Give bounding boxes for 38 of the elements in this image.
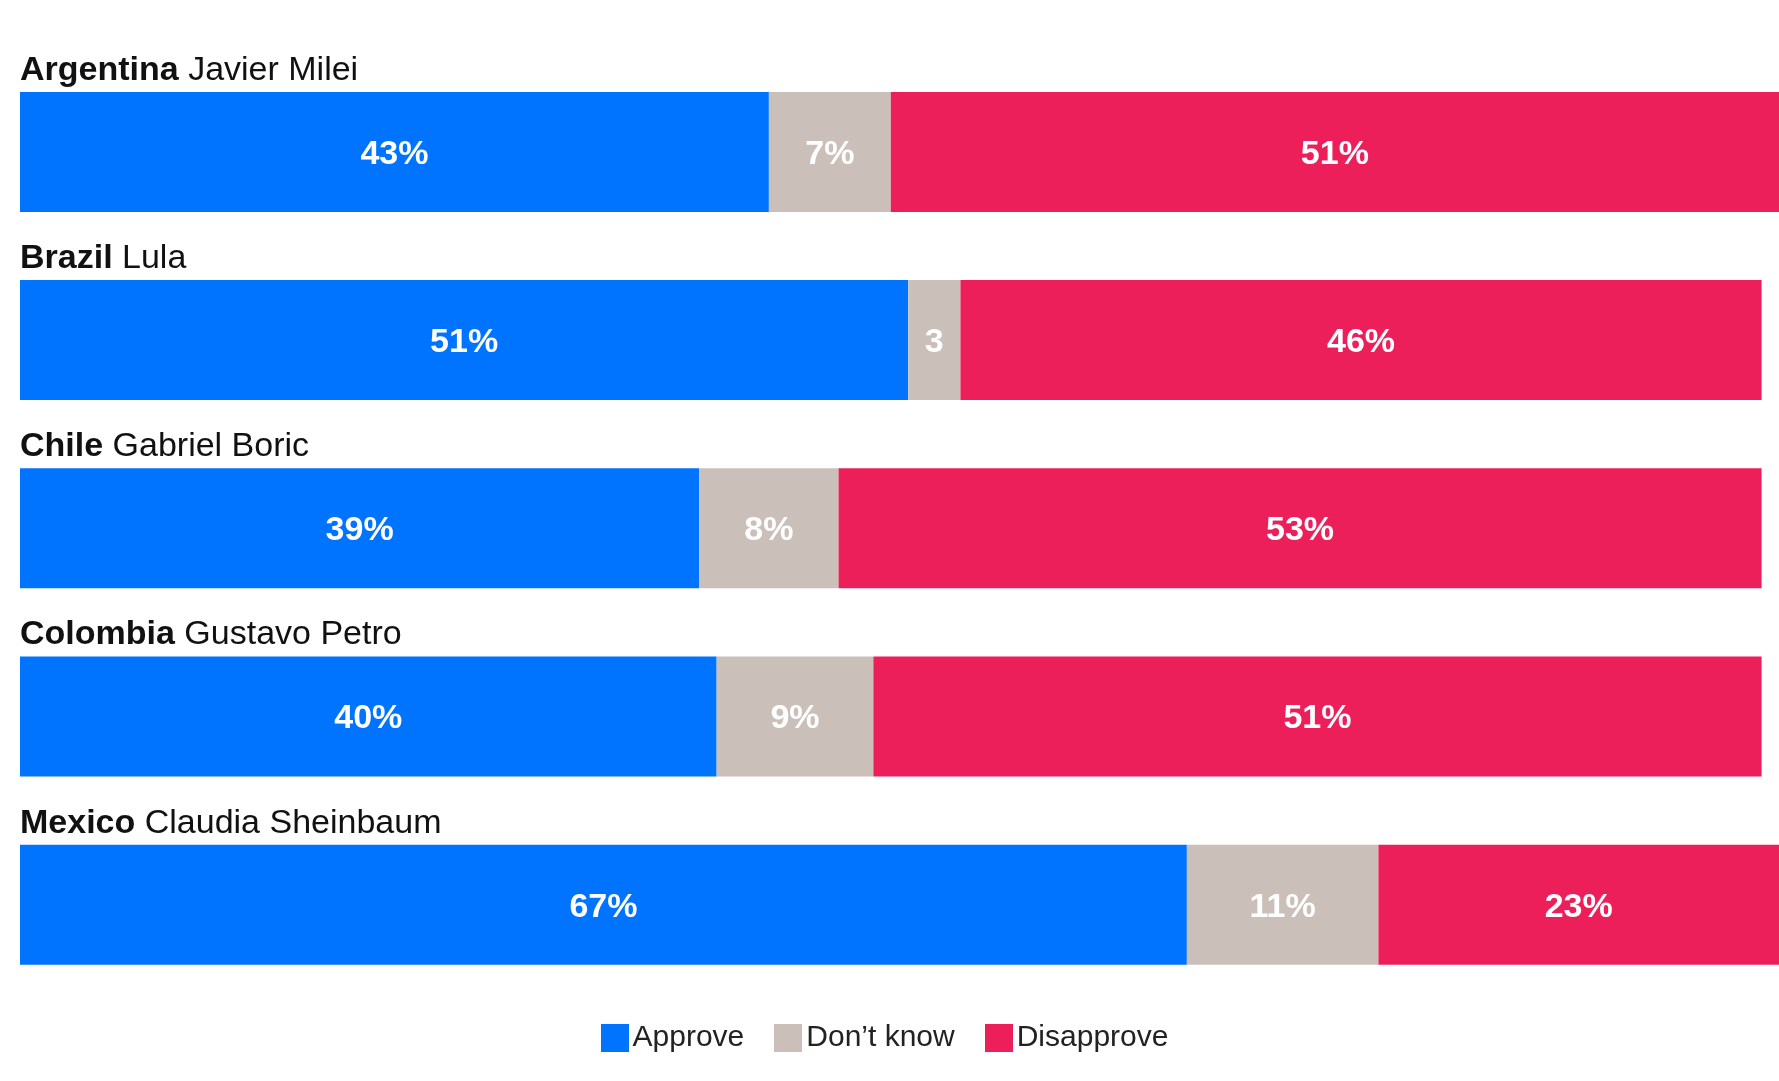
y-tick-label: Brazil Lula bbox=[20, 237, 187, 276]
bar bbox=[838, 468, 1762, 589]
bar bbox=[890, 91, 1779, 212]
bar bbox=[960, 280, 1762, 401]
data-label: 8% bbox=[744, 509, 794, 548]
bar bbox=[20, 656, 717, 777]
bar bbox=[20, 844, 1187, 965]
y-tick-label: Colombia Gustavo Petro bbox=[20, 613, 402, 652]
bar bbox=[20, 468, 700, 589]
data-label: 67% bbox=[569, 885, 638, 924]
bar bbox=[20, 280, 909, 401]
data-label: 51% bbox=[1300, 132, 1369, 171]
data-label: 40% bbox=[334, 697, 403, 736]
data-label: 51% bbox=[1283, 697, 1352, 736]
data-label: 23% bbox=[1544, 885, 1613, 924]
bar bbox=[908, 280, 961, 401]
y-tick-label: Argentina Javier Milei bbox=[20, 48, 359, 87]
data-label: 3 bbox=[924, 321, 944, 360]
bar bbox=[1186, 844, 1379, 965]
legend-label: Disapprove bbox=[1016, 1019, 1169, 1052]
data-label: 7% bbox=[805, 132, 855, 171]
bar bbox=[20, 91, 769, 212]
bar bbox=[699, 468, 839, 589]
bar bbox=[768, 91, 891, 212]
bar bbox=[716, 656, 874, 777]
data-label: 51% bbox=[430, 321, 499, 360]
legend-label: Don’t know bbox=[806, 1019, 955, 1052]
legend-label: Approve bbox=[632, 1019, 745, 1052]
bar bbox=[1378, 844, 1779, 965]
y-tick-label: Chile Gabriel Boric bbox=[20, 425, 310, 464]
data-label: 39% bbox=[325, 509, 394, 548]
bar bbox=[873, 656, 1762, 777]
y-tick-label: Mexico Claudia Sheinbaum bbox=[20, 801, 442, 840]
data-label: 46% bbox=[1326, 321, 1396, 360]
data-label: 53% bbox=[1266, 509, 1335, 548]
data-label: 43% bbox=[360, 132, 429, 171]
data-label: 9% bbox=[770, 697, 820, 736]
data-label: 11% bbox=[1249, 885, 1316, 924]
